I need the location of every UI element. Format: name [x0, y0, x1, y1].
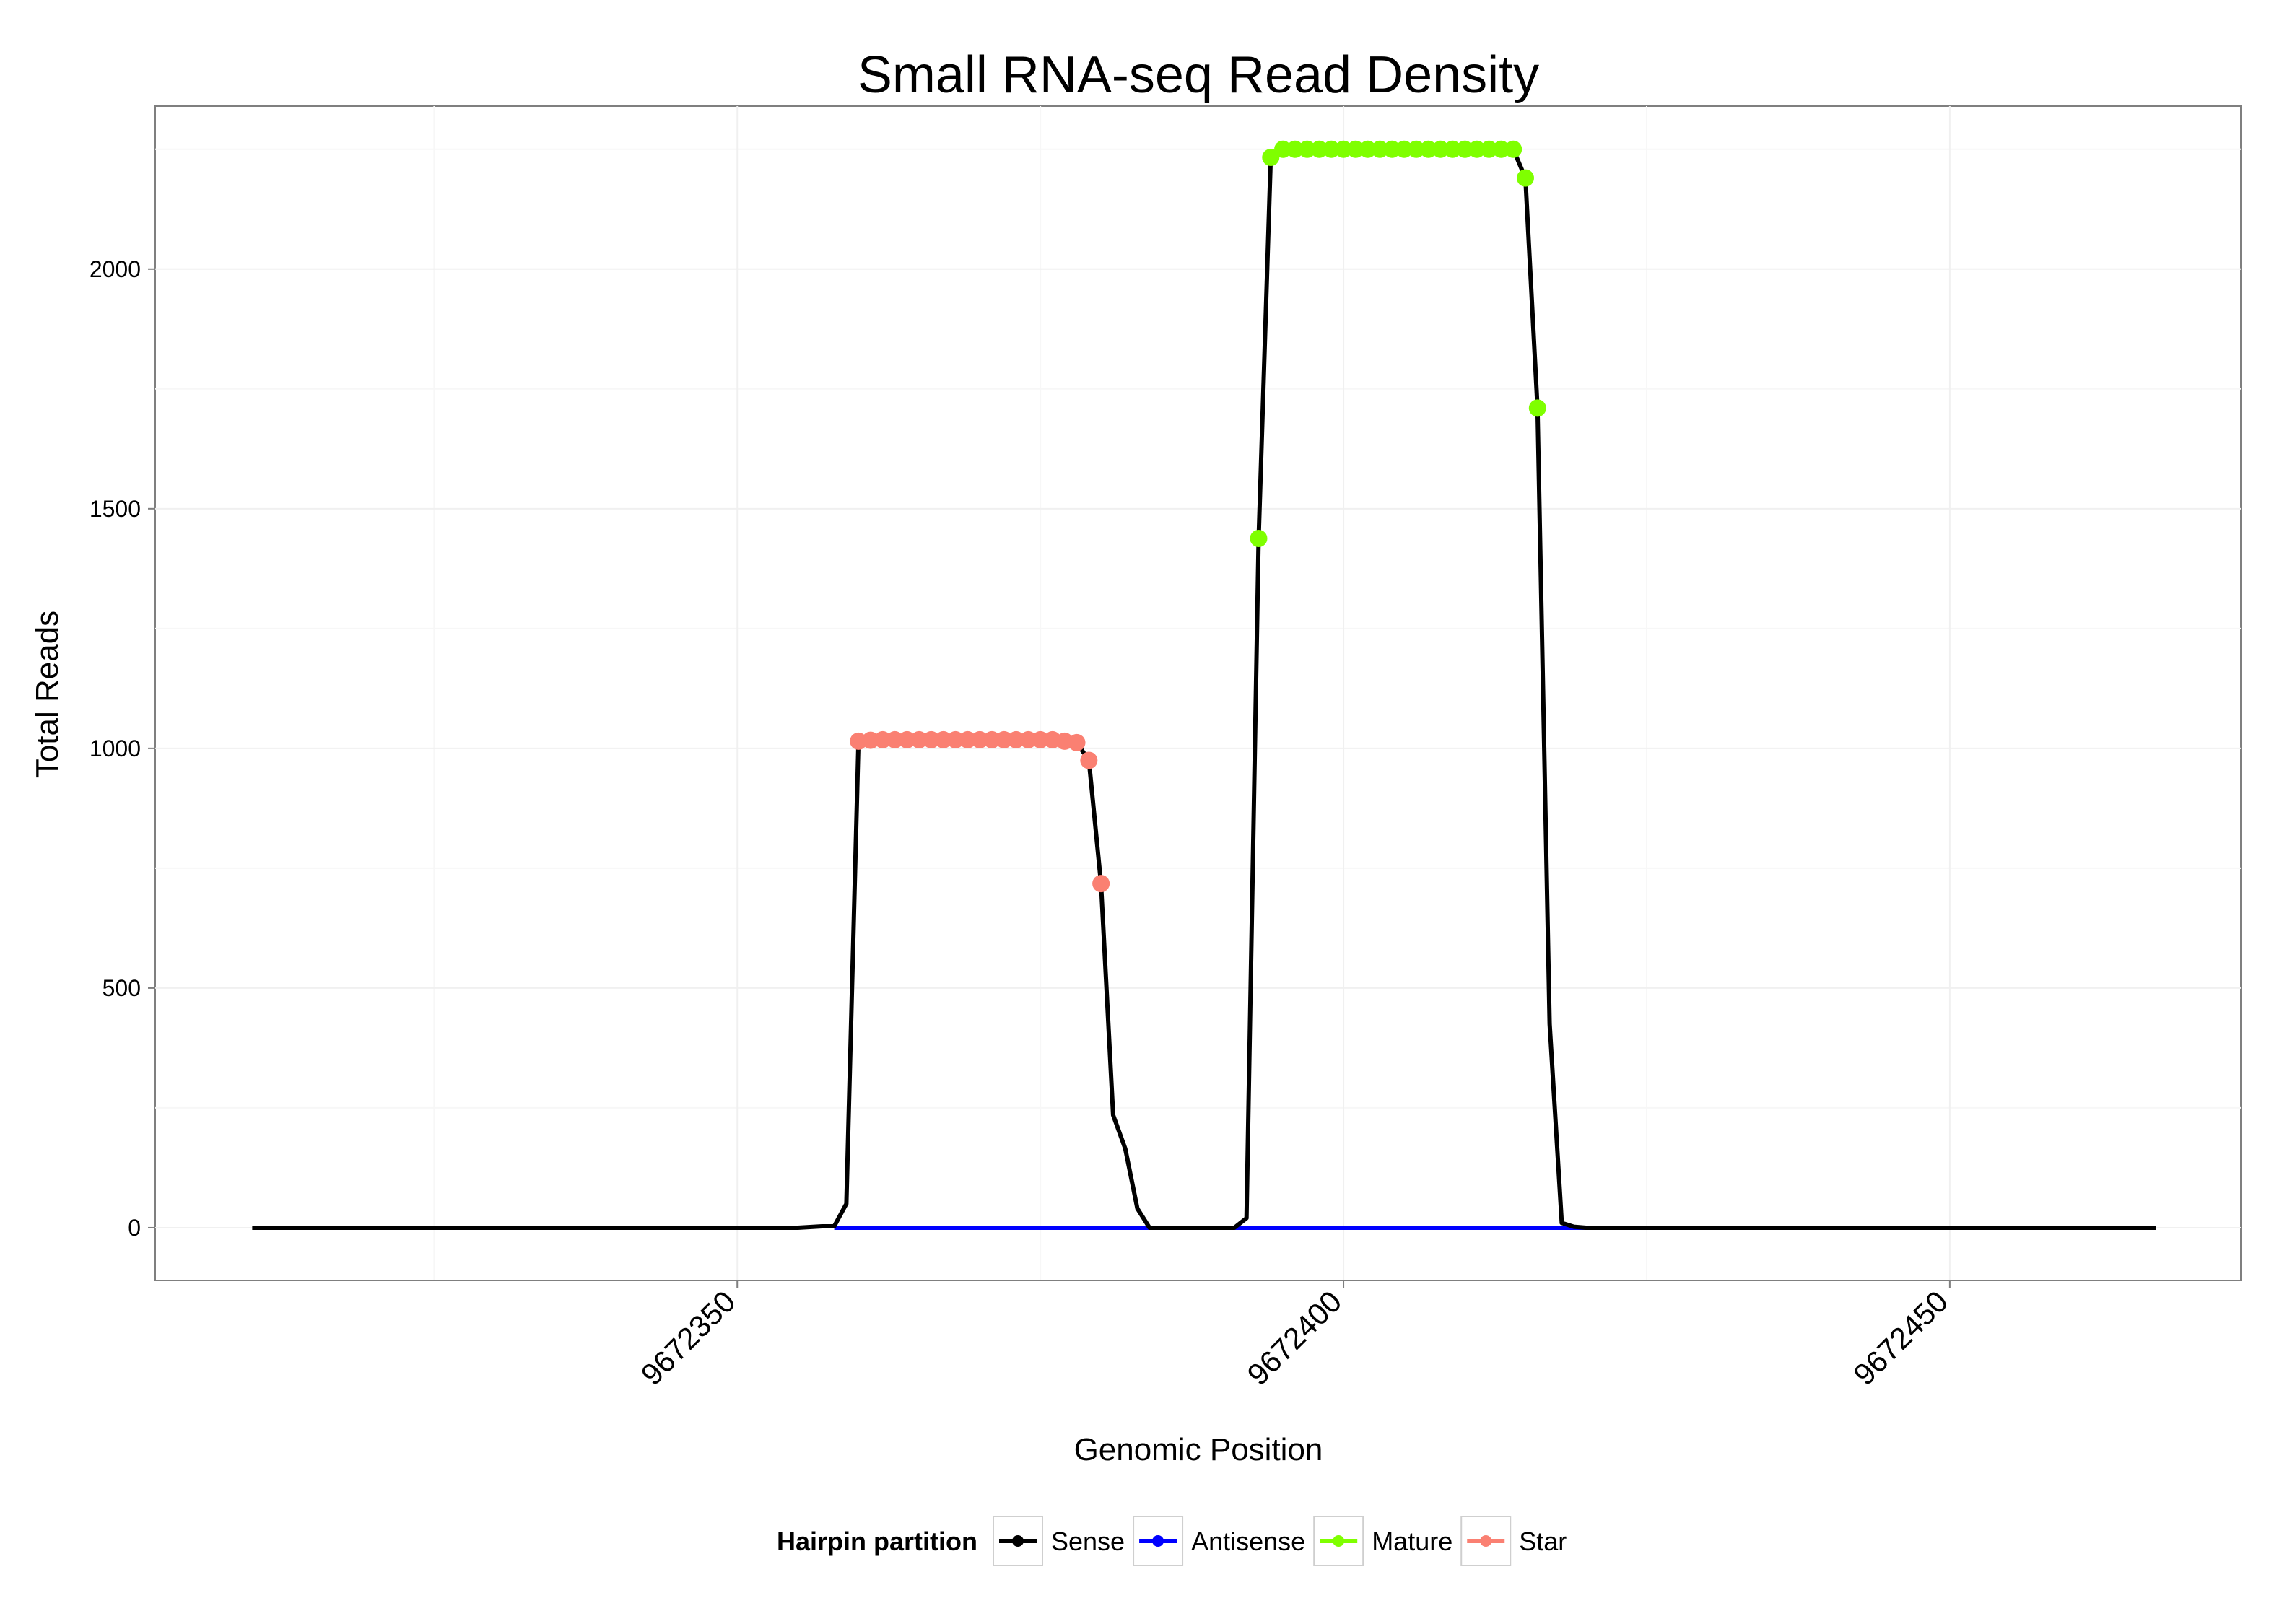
- x-axis-label: Genomic Position: [1074, 1432, 1323, 1467]
- data-point-mature: [1528, 399, 1546, 417]
- data-point-star: [1092, 875, 1110, 893]
- x-tick-label: 9672400: [1241, 1284, 1349, 1392]
- data-point-mature: [1250, 530, 1268, 548]
- data-point-star: [874, 730, 892, 748]
- data-point-mature: [1310, 140, 1328, 158]
- data-point-star: [898, 730, 916, 748]
- plot-panel: [154, 105, 2242, 1281]
- legend: Hairpin partition Sense Antisense Mature St…: [777, 1516, 1567, 1566]
- data-point-mature: [1517, 169, 1535, 187]
- y-tick-label: 2000: [90, 256, 141, 282]
- data-point-star: [1068, 733, 1086, 751]
- chart-title: Small RNA-seq Read Density: [858, 46, 1539, 104]
- data-point-star: [1032, 730, 1050, 748]
- data-point-mature: [1456, 140, 1474, 158]
- legend-label: Sense: [1051, 1527, 1125, 1556]
- data-point-mature: [1444, 140, 1462, 158]
- legend-label: Antisense: [1191, 1527, 1305, 1556]
- data-point-mature: [1286, 140, 1304, 158]
- data-point-mature: [1419, 140, 1437, 158]
- data-point-star: [910, 730, 928, 748]
- legend-item-antisense: Antisense: [1133, 1516, 1305, 1566]
- y-axis-label: Total Reads: [30, 611, 65, 778]
- data-point-star: [983, 730, 1001, 748]
- legend-label: Mature: [1372, 1527, 1452, 1556]
- y-tick-label: 1000: [90, 735, 141, 761]
- legend-key-point: [1480, 1535, 1492, 1547]
- y-tick-label: 500: [103, 975, 141, 1001]
- x-axis: 9672350 9672400 9672450: [635, 1280, 1954, 1392]
- x-tick-label: 9672450: [1847, 1284, 1954, 1392]
- legend-item-sense: Sense: [993, 1516, 1125, 1566]
- y-tick-label: 1500: [90, 496, 141, 522]
- data-point-mature: [1468, 140, 1486, 158]
- data-point-star: [886, 730, 904, 748]
- y-tick-label: 0: [128, 1215, 141, 1241]
- data-point-mature: [1371, 140, 1389, 158]
- legend-title: Hairpin partition: [777, 1527, 977, 1556]
- data-point-mature: [1346, 140, 1364, 158]
- data-point-mature: [1395, 140, 1413, 158]
- data-point-mature: [1359, 140, 1377, 158]
- data-point-mature: [1335, 140, 1353, 158]
- legend-item-mature: Mature: [1313, 1516, 1452, 1566]
- data-point-star: [1080, 751, 1098, 769]
- data-point-mature: [1262, 149, 1280, 167]
- data-point-star: [934, 730, 952, 748]
- y-axis: 0 500 1000 1500 2000: [90, 256, 155, 1241]
- data-point-mature: [1407, 140, 1425, 158]
- data-point-mature: [1383, 140, 1401, 158]
- legend-key-point: [1152, 1535, 1164, 1547]
- series-points: [850, 140, 1546, 893]
- data-point-mature: [1504, 140, 1522, 158]
- data-point-mature: [1432, 140, 1450, 158]
- data-point-star: [1007, 730, 1025, 748]
- legend-key-point: [1012, 1535, 1024, 1547]
- x-tick-label: 9672350: [635, 1284, 742, 1392]
- legend-label: Star: [1519, 1527, 1567, 1556]
- data-point-star: [861, 731, 879, 749]
- data-point-mature: [1274, 140, 1292, 158]
- data-point-mature: [1298, 140, 1316, 158]
- legend-item-star: Star: [1460, 1516, 1567, 1566]
- data-point-star: [995, 730, 1013, 748]
- data-point-star: [959, 730, 977, 748]
- data-point-mature: [1323, 140, 1341, 158]
- data-point-star: [971, 730, 989, 748]
- data-point-mature: [1492, 140, 1510, 158]
- data-point-mature: [1480, 140, 1498, 158]
- data-point-star: [946, 730, 964, 748]
- data-point-star: [1019, 730, 1037, 748]
- legend-key-point: [1333, 1535, 1345, 1547]
- grid-minor: [155, 106, 2241, 1280]
- data-point-star: [922, 730, 940, 748]
